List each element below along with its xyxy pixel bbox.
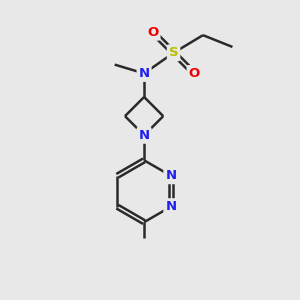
Text: N: N: [165, 200, 176, 213]
Text: S: S: [169, 46, 178, 59]
Text: N: N: [139, 67, 150, 80]
Text: N: N: [165, 169, 176, 182]
Text: O: O: [147, 26, 159, 39]
Text: N: N: [139, 129, 150, 142]
Text: O: O: [188, 67, 200, 80]
